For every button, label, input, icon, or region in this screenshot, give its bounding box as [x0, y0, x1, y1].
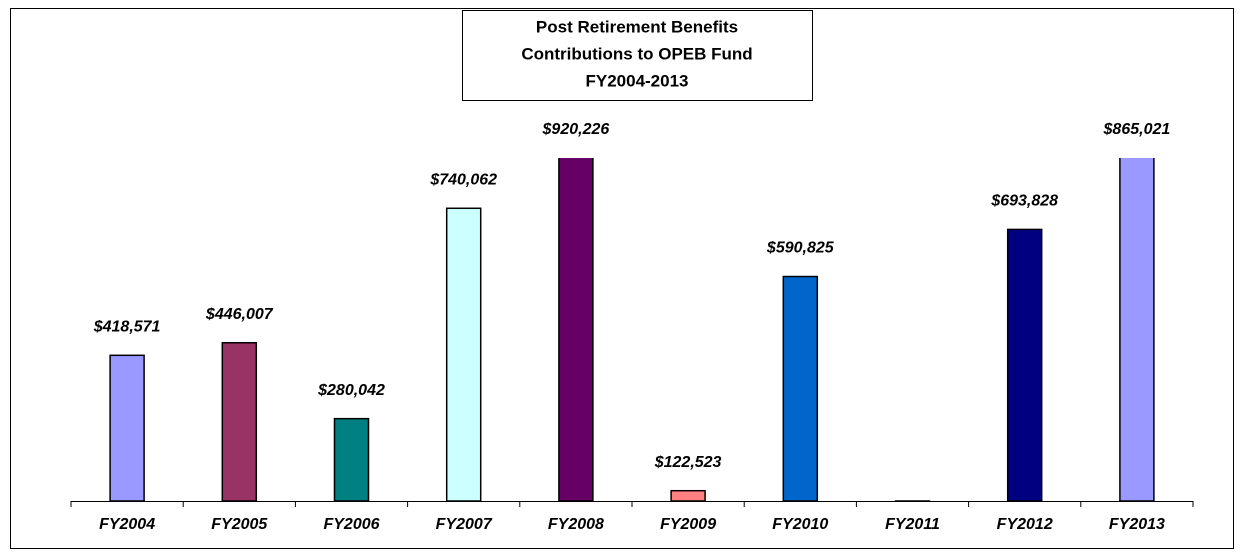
chart-title: FY2004-2013	[585, 71, 688, 90]
x-tick-label: FY2010	[772, 516, 828, 533]
x-tick-label: FY2008	[548, 516, 604, 533]
title-box	[462, 10, 813, 101]
x-tick-label: FY2004	[99, 516, 155, 533]
plot-area	[109, 158, 1155, 502]
x-tick-label: FY2012	[997, 516, 1053, 533]
data-label: $280,042	[317, 382, 385, 399]
x-tick-label: FY2006	[323, 516, 379, 533]
data-label: $920,226	[542, 121, 610, 138]
chart-title: Contributions to OPEB Fund	[521, 44, 752, 63]
bar	[1006, 228, 1043, 502]
data-label: $693,828	[990, 193, 1058, 210]
bar	[782, 275, 819, 502]
x-tick-label: FY2013	[1109, 516, 1165, 533]
data-label: $740,062	[429, 171, 497, 188]
bar	[333, 417, 370, 502]
bar	[670, 489, 706, 502]
bar	[221, 342, 258, 502]
x-tick-label: FY2007	[436, 516, 493, 533]
chart-title: Post Retirement Benefits	[536, 17, 738, 36]
x-tick-label: FY2009	[660, 516, 716, 533]
data-label: $446,007	[205, 306, 274, 323]
data-label: $865,021	[1103, 121, 1171, 138]
x-tick-label: FY2011	[885, 516, 940, 533]
x-tick-label: FY2005	[211, 516, 268, 533]
bar	[445, 207, 482, 502]
data-label: $122,523	[654, 454, 722, 471]
bar	[109, 354, 145, 502]
bar	[1119, 158, 1155, 502]
data-label: $418,571	[93, 319, 161, 336]
bar	[558, 158, 594, 502]
data-label: $590,825	[766, 240, 835, 257]
